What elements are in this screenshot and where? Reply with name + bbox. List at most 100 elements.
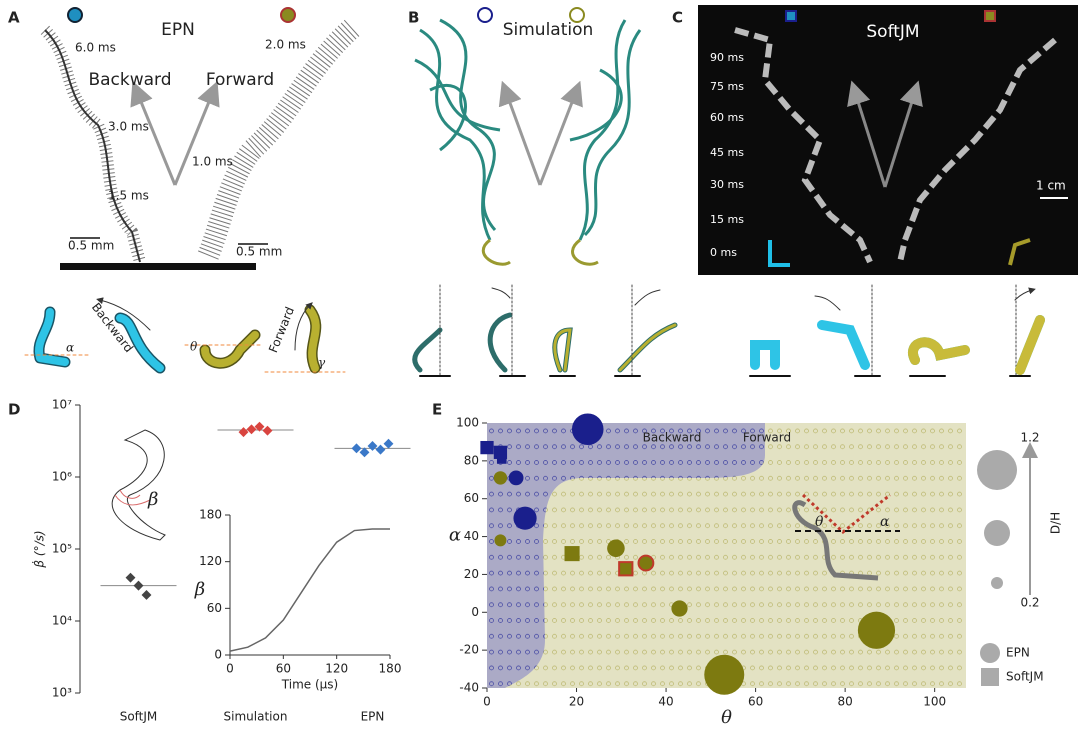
icon <box>67 7 83 23</box>
x-tick-label: 100 <box>923 695 946 709</box>
x-tick-label: 0 <box>483 695 491 709</box>
sim-curve <box>569 68 623 142</box>
angle: γ <box>318 356 326 370</box>
data-point <box>238 427 249 438</box>
time: 90 ms <box>710 51 744 64</box>
x-tick-label: EPN <box>361 710 385 724</box>
icon <box>569 7 585 23</box>
x-axis-label: Time (μs) <box>281 678 338 692</box>
data-point <box>133 580 144 591</box>
y-tick-label: 0 <box>214 648 222 662</box>
size-legend-circle <box>984 520 1010 546</box>
epn-body <box>44 29 141 263</box>
robot-trail <box>734 27 873 264</box>
direction: Backward <box>88 70 171 90</box>
data-point <box>141 590 152 600</box>
data-point <box>383 438 394 449</box>
size-legend-circle <box>977 450 1017 490</box>
time: 60 ms <box>710 111 744 124</box>
schematics <box>24 284 1045 377</box>
data-point <box>359 447 370 458</box>
angle: θ <box>815 514 824 530</box>
legend-label: EPN <box>1006 646 1030 660</box>
time: 1.5 ms <box>108 189 149 203</box>
scale-label: 0.5 mm <box>68 239 114 253</box>
x-tick-label: 20 <box>569 695 584 709</box>
data-point <box>262 425 273 436</box>
size-legend-circle <box>991 577 1003 589</box>
data-point <box>704 654 745 695</box>
data-point <box>857 611 896 649</box>
y-axis-label: β̇ (°/s) <box>31 530 46 568</box>
size-legend-label: 0.2 <box>1020 596 1039 610</box>
data-point <box>480 440 494 455</box>
sim-curve <box>439 18 497 231</box>
angle-sketch <box>792 493 900 581</box>
time: 15 ms <box>710 213 744 226</box>
y-axis-label: β <box>194 579 205 600</box>
sim-curve <box>571 238 599 266</box>
time: 2.0 ms <box>265 38 306 52</box>
data-point <box>367 440 378 451</box>
legend-marker <box>980 643 1000 663</box>
worm-sketch <box>111 429 166 541</box>
y-tick-label: 10⁵ <box>52 542 72 556</box>
data-point <box>671 600 688 617</box>
data-point <box>564 546 580 562</box>
curve <box>229 528 390 652</box>
angle: α <box>66 341 74 355</box>
x-tick-label: 40 <box>658 695 673 709</box>
sim-curve <box>583 29 642 237</box>
photo <box>698 5 1078 275</box>
y-tick-label: 10⁷ <box>52 398 72 412</box>
direction: Forward <box>266 305 297 355</box>
data-point <box>125 572 136 583</box>
sim-curve <box>481 238 511 266</box>
panel-title: EPN <box>161 20 195 40</box>
time: 45 ms <box>710 146 744 159</box>
robot-trail <box>897 37 1057 263</box>
legend-label: SoftJM <box>1006 670 1044 684</box>
y-tick-label: 10⁶ <box>52 470 72 484</box>
arrow <box>173 80 220 186</box>
x-tick-label: 60 <box>276 662 291 676</box>
icon <box>768 240 790 267</box>
x-tick-label: 60 <box>748 695 763 709</box>
epn-trail <box>197 19 360 261</box>
data-point <box>351 443 362 454</box>
x-tick-label: 0 <box>226 662 234 676</box>
time: 3.0 ms <box>108 120 149 134</box>
y-tick-label: 60 <box>464 491 479 505</box>
panel-title: SoftJM <box>866 22 919 42</box>
direction: Forward <box>206 70 274 90</box>
icon <box>280 7 296 23</box>
sim-curve <box>414 58 501 132</box>
time: 75 ms <box>710 80 744 93</box>
icon <box>785 10 797 22</box>
data-point <box>493 471 508 485</box>
axes <box>229 515 390 656</box>
angle: θ <box>190 340 198 354</box>
data-point <box>618 561 634 577</box>
arrow <box>130 80 177 186</box>
sim-curve <box>429 83 467 152</box>
x-tick-label: Simulation <box>224 710 288 724</box>
icon <box>1008 238 1031 266</box>
data-point <box>607 539 625 558</box>
scale-label: 0.5 mm <box>236 245 282 259</box>
y-tick-label: 0 <box>471 605 479 619</box>
x-tick-label: SoftJM <box>120 710 158 724</box>
sim-curve <box>578 19 627 241</box>
panel-label: B <box>408 9 419 27</box>
y-tick-label: -20 <box>459 643 479 657</box>
panel-b <box>414 7 642 266</box>
panel-a: A EPN Backward Forward 6.0 ms 3.0 ms 1.5… <box>8 7 360 270</box>
legend-marker <box>981 668 999 686</box>
time: 30 ms <box>710 178 744 191</box>
y-tick-label: 60 <box>207 601 222 615</box>
y-tick-label: 10⁴ <box>52 614 72 628</box>
y-tick-label: 40 <box>464 529 479 543</box>
simulation-grid <box>487 423 765 688</box>
ground <box>60 263 256 270</box>
